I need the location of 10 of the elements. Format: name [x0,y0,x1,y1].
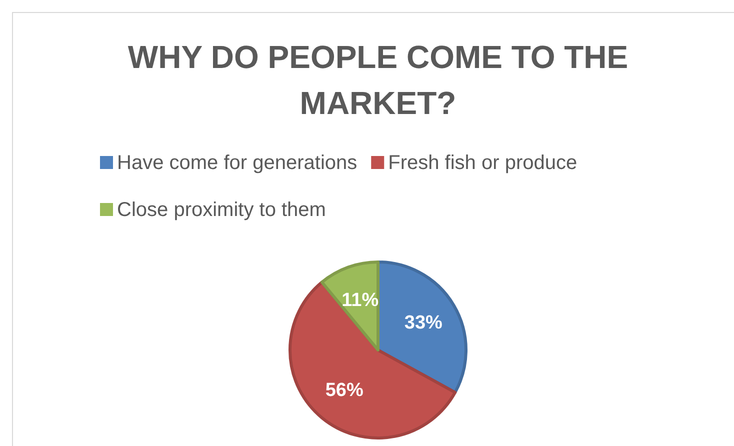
data-label: 11% [342,290,379,311]
legend-label: Have come for generations [117,152,358,174]
pie-slice [320,260,380,352]
pie-slice [288,280,457,440]
pie-slice [376,260,468,394]
chart-title: WHY DO PEOPLE COME TO THE MARKET? [128,39,628,121]
data-label: 33% [404,312,443,334]
legend-label: Fresh fish or produce [388,152,578,174]
data-label: 56% [325,380,364,402]
legend-label: Close proximity to them [117,199,326,221]
